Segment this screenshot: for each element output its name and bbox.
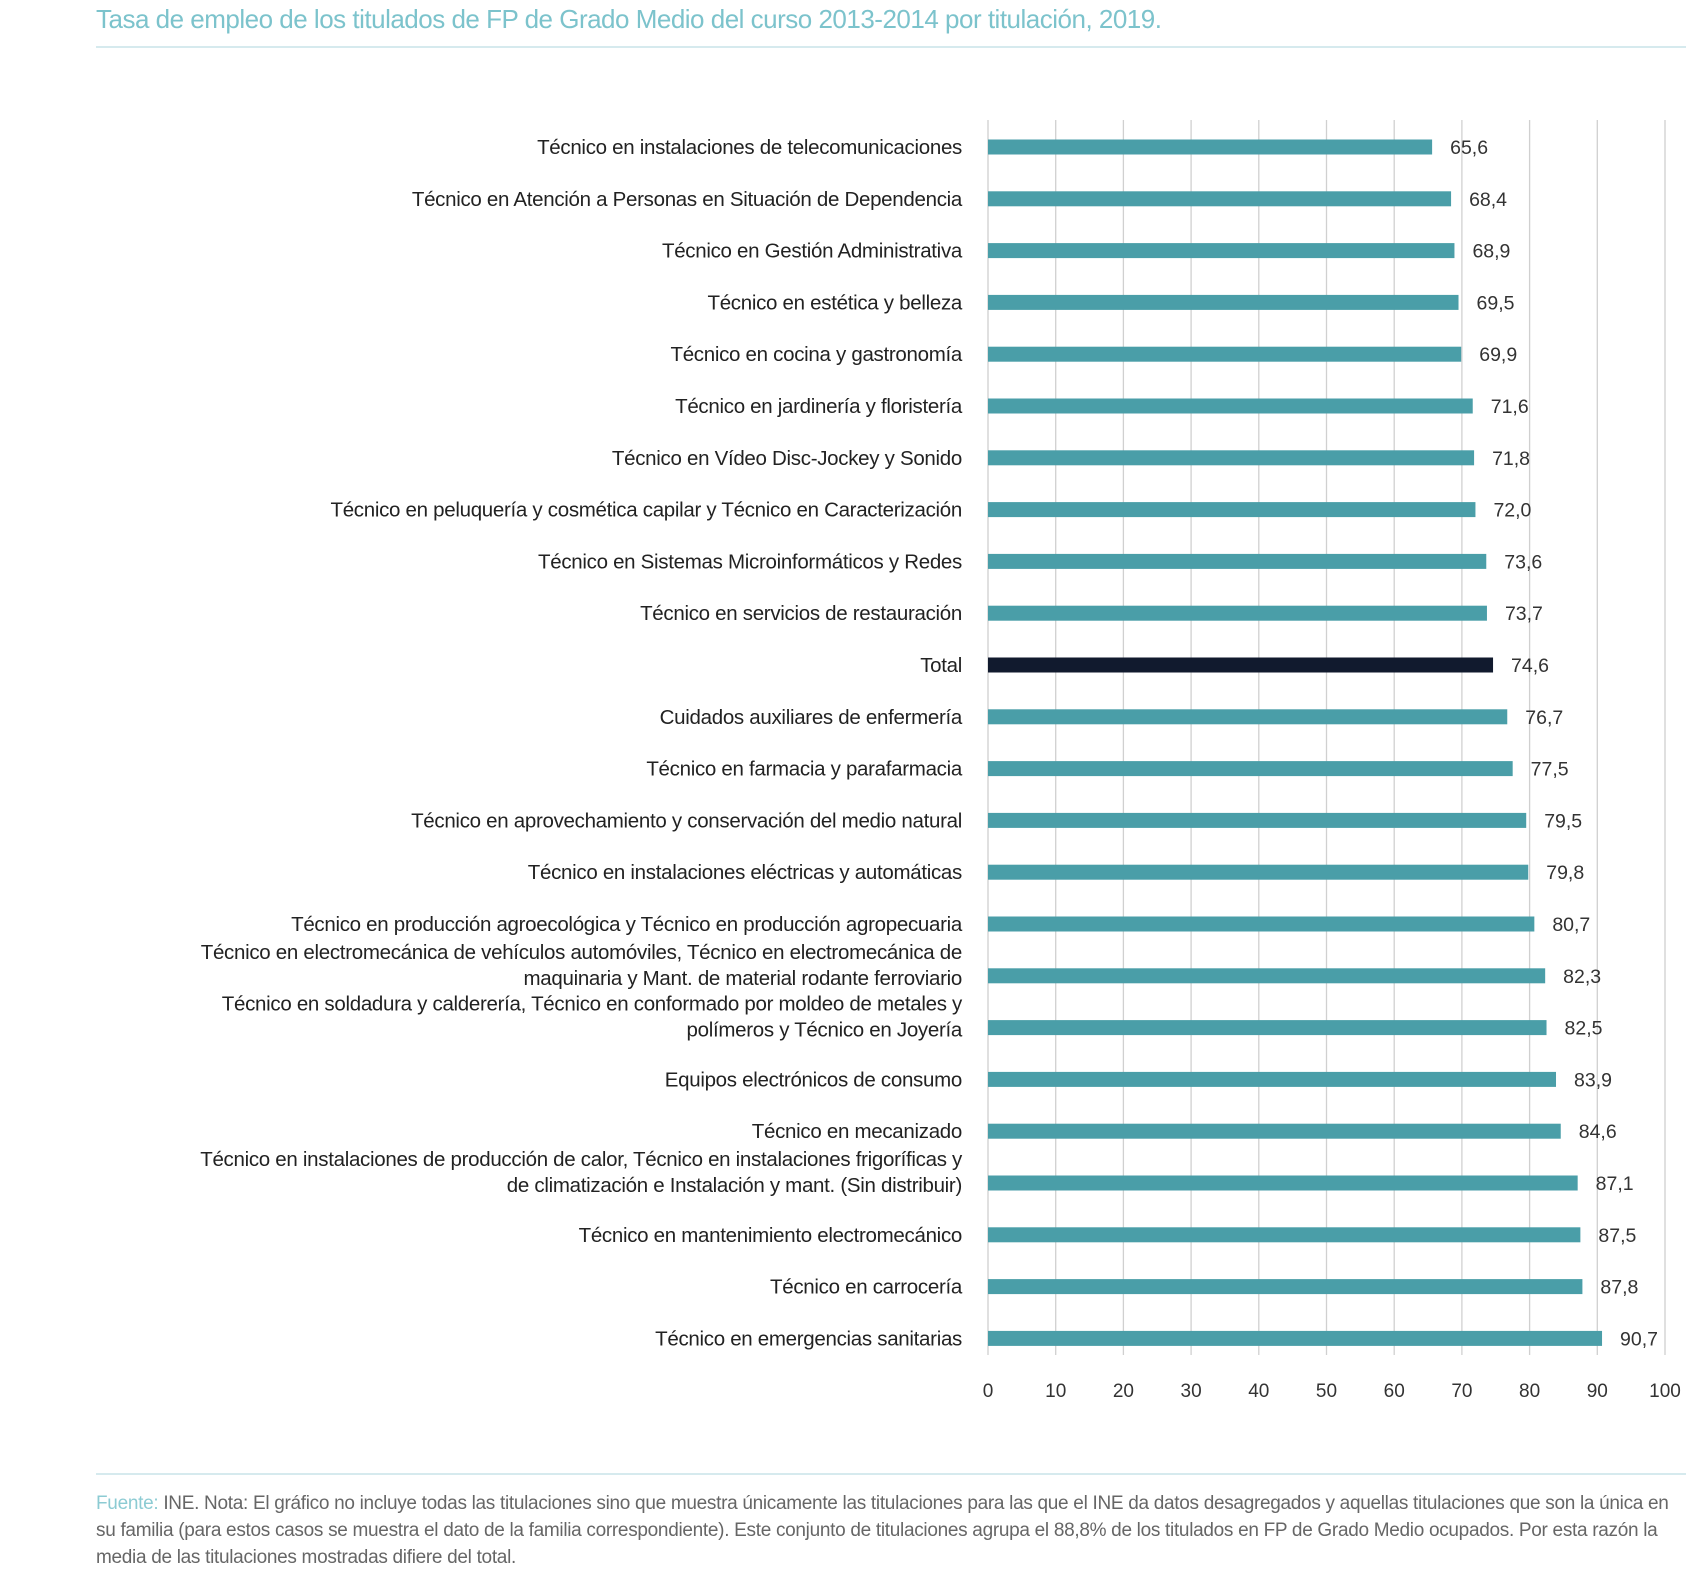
category-label: Técnico en mantenimiento electromecánico [579, 1224, 962, 1247]
bar [988, 968, 1546, 984]
category-label: Técnico en carrocería [770, 1276, 963, 1299]
bar [988, 243, 1455, 259]
x-tick-label: 10 [1045, 1381, 1066, 1402]
data-label: 76,7 [1525, 707, 1563, 729]
category-label: Técnico en peluquería y cosmética capila… [330, 499, 962, 522]
data-label: 79,8 [1546, 862, 1584, 884]
bar [988, 294, 1459, 310]
x-tick-label: 80 [1519, 1381, 1540, 1402]
footnote-source-label: Fuente: [96, 1493, 159, 1514]
bar [988, 1020, 1547, 1036]
data-label: 77,5 [1531, 759, 1569, 781]
data-label: 82,5 [1565, 1018, 1603, 1040]
category-label: Técnico en servicios de restauración [640, 602, 962, 625]
data-label: 82,3 [1563, 966, 1601, 988]
bar [988, 450, 1475, 466]
category-label: Técnico en instalaciones de producción d… [200, 1148, 963, 1197]
footnote: Fuente: INE. Nota: El gráfico no incluye… [96, 1490, 1676, 1571]
footnote-divider [96, 1473, 1686, 1475]
category-label: Total [920, 654, 962, 677]
category-label: Técnico en cocina y gastronomía [670, 343, 962, 366]
bar [988, 553, 1487, 569]
bar [988, 1175, 1578, 1191]
bar [988, 864, 1529, 880]
data-label: 84,6 [1579, 1121, 1617, 1143]
bar [988, 605, 1487, 621]
data-label: 83,9 [1574, 1069, 1612, 1091]
data-label: 80,7 [1552, 914, 1590, 936]
category-label: Técnico en farmacia y parafarmacia [646, 758, 963, 781]
bar [988, 812, 1527, 828]
bar [988, 398, 1473, 414]
bar [988, 1330, 1603, 1346]
category-label: Técnico en aprovechamiento y conservació… [411, 809, 962, 832]
data-label: 65,6 [1450, 137, 1488, 159]
bar-total [988, 657, 1494, 673]
footnote-text: INE. Nota: El gráfico no incluye todas l… [96, 1493, 1669, 1568]
x-tick-label: 40 [1248, 1381, 1269, 1402]
data-label: 73,7 [1505, 603, 1543, 625]
category-label: Técnico en Sistemas Microinformáticos y … [538, 550, 962, 573]
category-label: Técnico en estética y belleza [707, 291, 962, 314]
x-tick-label: 0 [983, 1381, 994, 1402]
data-label: 68,4 [1469, 189, 1507, 211]
x-tick-label: 70 [1451, 1381, 1472, 1402]
data-label: 79,5 [1544, 810, 1582, 832]
bar [988, 346, 1462, 362]
bar [988, 1279, 1583, 1295]
data-label: 69,9 [1479, 344, 1517, 366]
data-label: 71,6 [1491, 396, 1529, 418]
category-label: Técnico en instalaciones eléctricas y au… [528, 861, 962, 884]
bar [988, 502, 1476, 518]
bar [988, 1227, 1581, 1243]
category-label: Técnico en jardinería y floristería [675, 395, 963, 418]
category-label: Técnico en mecanizado [752, 1120, 962, 1143]
x-tick-label: 50 [1316, 1381, 1337, 1402]
bar [988, 139, 1433, 155]
bar-chart: 0 10 20 30 40 50 60 70 80 90 100 65,6 Técnico en ins… [200, 120, 1681, 1402]
bar [988, 709, 1508, 725]
category-label: Técnico en instalaciones de telecomunica… [537, 136, 962, 159]
category-label: Técnico en Vídeo Disc-Jockey y Sonido [612, 447, 962, 470]
bar [988, 191, 1452, 207]
bar [988, 761, 1513, 777]
category-label: Técnico en soldadura y calderería, Técni… [222, 993, 963, 1042]
data-label: 73,6 [1504, 551, 1542, 573]
category-label: Técnico en Gestión Administrativa [662, 240, 963, 263]
data-label: 72,0 [1493, 500, 1531, 522]
data-label: 68,9 [1472, 241, 1510, 263]
x-tick-label: 20 [1113, 1381, 1134, 1402]
bar [988, 1071, 1557, 1087]
category-label: Técnico en electromecánica de vehículos … [201, 941, 962, 990]
x-tick-label: 60 [1384, 1381, 1405, 1402]
x-tick-label: 100 [1649, 1381, 1681, 1402]
data-label: 90,7 [1620, 1328, 1658, 1350]
data-label: 69,5 [1477, 292, 1515, 314]
chart-title: Tasa de empleo de los titulados de FP de… [96, 4, 1162, 34]
x-tick-label: 90 [1587, 1381, 1608, 1402]
data-label: 87,8 [1600, 1277, 1638, 1299]
bar [988, 1123, 1561, 1139]
data-label: 71,8 [1492, 448, 1530, 470]
data-label: 74,6 [1511, 655, 1549, 677]
category-label: Técnico en producción agroecológica y Té… [291, 913, 963, 936]
bar [988, 916, 1535, 932]
data-label: 87,5 [1598, 1225, 1636, 1247]
category-label: Cuidados auxiliares de enfermería [660, 706, 963, 729]
data-label: 87,1 [1596, 1173, 1634, 1195]
title-divider [96, 46, 1686, 48]
category-label: Técnico en Atención a Personas en Situac… [412, 188, 963, 211]
x-tick-label: 30 [1181, 1381, 1202, 1402]
category-label: Equipos electrónicos de consumo [665, 1068, 962, 1091]
category-label: Técnico en emergencias sanitarias [655, 1327, 962, 1350]
